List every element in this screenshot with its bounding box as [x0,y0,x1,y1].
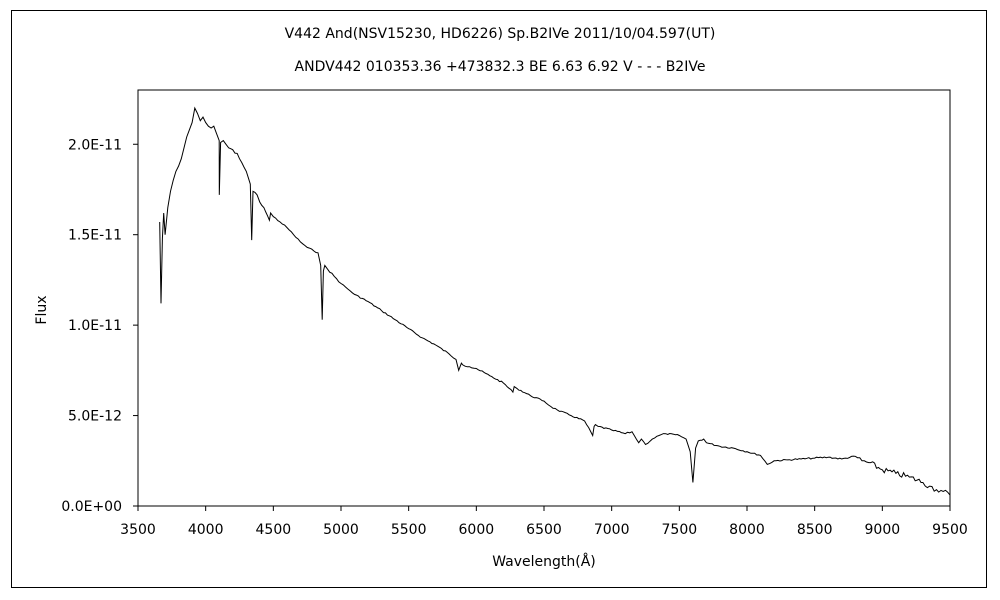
x-tick-label: 8000 [729,522,765,538]
chart-frame [11,10,987,588]
x-axis-label: Wavelength(Å) [492,553,596,570]
x-tick-label: 6500 [526,522,562,538]
chart-subtitle: ANDV442 010353.36 +473832.3 BE 6.63 6.92… [294,59,706,75]
x-tick-label: 7500 [662,522,698,538]
y-axis-label: Flux [34,295,50,324]
y-tick-label: 1.5E-11 [68,228,122,244]
spectrum-line [159,106,951,496]
x-tick-label: 7000 [594,522,630,538]
plot-area [137,89,951,507]
x-tick-label: 4000 [188,522,224,538]
x-tick-label: 8500 [797,522,833,538]
x-axis: 3500 4000 4500 5000 5500 6000 6500 7000 7500 8000… [120,506,968,538]
x-tick-label: 9500 [932,522,968,538]
y-tick-label: 5.0E-12 [68,409,122,425]
y-tick-label: 2.0E-11 [68,137,122,153]
x-tick-label: 5000 [323,522,359,538]
x-tick-label: 3500 [120,522,156,538]
chart-title: V442 And(NSV15230, HD6226) Sp.B2IVe 2011… [284,26,716,42]
x-tick-label: 4500 [256,522,292,538]
x-tick-label: 9000 [865,522,901,538]
y-tick-label: 0.0E+00 [61,499,122,515]
y-axis: 0.0E+00 5.0E-12 1.0E-11 1.5E-11 2.0E-11 [61,137,138,515]
y-tick-label: 1.0E-11 [68,318,122,334]
x-tick-label: 5500 [391,522,427,538]
x-tick-label: 6000 [459,522,495,538]
